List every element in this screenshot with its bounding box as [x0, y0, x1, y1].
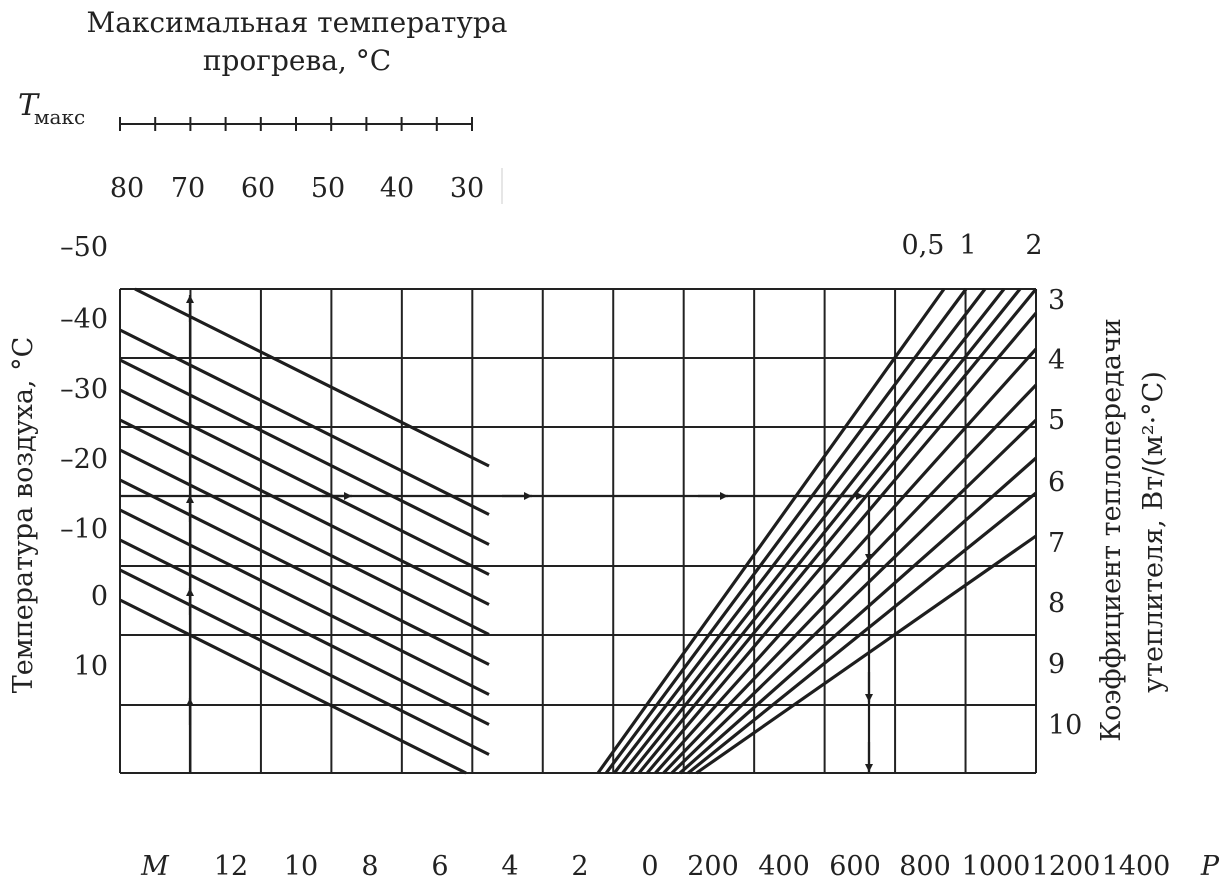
top-scale-labels: 80 70 60 50 40 30 — [110, 173, 484, 204]
right-family-line-6 — [645, 311, 1038, 775]
m-scale-label-6: 6 — [431, 851, 448, 882]
left-tick-label-0: –50 — [60, 232, 108, 263]
left-family-line-0 — [134, 287, 490, 468]
left-family-line-2 — [119, 358, 490, 546]
top-scale-label-80: 80 — [110, 173, 144, 204]
left-family-line-9 — [119, 568, 490, 756]
right-tick-label-10: 10 — [1048, 710, 1082, 741]
top-scale-label-30: 30 — [450, 173, 484, 204]
m-scale-label-2: 2 — [571, 851, 588, 882]
top-scale: Максимальная температура прогрева, °C T … — [18, 6, 507, 204]
m-scale-label-10: 10 — [284, 851, 318, 882]
right-family-line-0 — [596, 288, 946, 774]
left-tick-label-4: –10 — [60, 514, 108, 545]
right-tick-label-3: 3 — [1048, 285, 1065, 316]
top-scale-title-line1: Максимальная температура — [87, 6, 508, 39]
m-scale-symbol: M — [140, 851, 170, 882]
top-right-labels: 0,5 1 2 — [902, 230, 1043, 261]
right-tick-label-6: 6 — [1048, 467, 1065, 498]
left-family-line-5 — [119, 448, 490, 636]
right-family-line-5 — [637, 287, 1038, 775]
right-tick-label-7: 7 — [1048, 528, 1065, 559]
right-tick-label-9: 9 — [1048, 649, 1065, 680]
left-tick-label-3: –20 — [60, 444, 108, 475]
p-scale-symbol: P — [1200, 851, 1220, 882]
right-family-line-9 — [670, 418, 1038, 775]
tmax-subscript: макс — [34, 105, 85, 129]
left-axis-label: Температура воздуха, °C — [8, 337, 39, 693]
right-family-line-1 — [604, 288, 968, 774]
right-family-line-10 — [678, 456, 1038, 775]
left-line-family — [119, 287, 490, 775]
left-tick-label-5: 0 — [91, 581, 108, 612]
right-family-line-12 — [695, 534, 1037, 775]
right-tick-label-4: 4 — [1048, 345, 1065, 376]
p-scale-label-200: 200 — [687, 851, 739, 882]
m-scale-label-0: 0 — [641, 851, 658, 882]
top-scale-title-line2: прогрева, °C — [203, 44, 391, 77]
right-family-line-11 — [687, 491, 1038, 775]
left-family-line-1 — [119, 328, 490, 516]
tmax-symbol: T — [18, 88, 40, 123]
p-scale-label-1200: 1200 — [1032, 851, 1101, 882]
top-scale-ticks — [119, 117, 473, 131]
left-family-line-10 — [119, 598, 467, 775]
top-scale-label-60: 60 — [241, 173, 275, 204]
right-family-line-2 — [613, 288, 987, 774]
top-scale-label-40: 40 — [380, 173, 414, 204]
chart-grid — [119, 288, 1037, 774]
m-scale-labels: 12 10 8 6 4 2 0 — [214, 851, 659, 882]
left-tick-label-2: –30 — [60, 374, 108, 405]
left-family-line-6 — [119, 478, 490, 666]
m-scale-label-8: 8 — [361, 851, 378, 882]
right-tick-label-5: 5 — [1048, 405, 1065, 436]
left-family-line-7 — [119, 508, 490, 696]
p-scale-label-800: 800 — [899, 851, 951, 882]
p-scale-label-1000: 1000 — [962, 851, 1031, 882]
top-scale-label-50: 50 — [311, 173, 345, 204]
p-scale-label-1400: 1400 — [1102, 851, 1171, 882]
right-axis-label-line1: Коэффициент теплопередачи — [1096, 318, 1127, 742]
top-right-label-2: 2 — [1025, 230, 1042, 261]
left-tick-label-1: –40 — [60, 304, 108, 335]
right-axis-ticks: 3 4 5 6 7 8 9 10 — [1048, 285, 1082, 741]
right-family-line-3 — [621, 288, 1006, 774]
top-right-label-0: 0,5 — [902, 230, 945, 261]
right-line-family — [596, 287, 1038, 775]
m-scale-label-4: 4 — [501, 851, 518, 882]
p-scale-labels: 200 400 600 800 1000 1200 1400 — [687, 851, 1170, 882]
right-axis-label-line2: утеплителя, Вт/(м²·°C) — [1138, 371, 1169, 693]
left-family-line-8 — [119, 538, 490, 726]
right-family-line-7 — [654, 347, 1038, 775]
right-family-line-4 — [629, 287, 1022, 775]
top-right-label-1: 1 — [959, 230, 976, 261]
example-path — [120, 295, 873, 773]
left-axis-ticks: –50 –40 –30 –20 –10 0 10 — [60, 232, 108, 682]
m-scale-label-12: 12 — [214, 851, 248, 882]
p-scale-label-400: 400 — [758, 851, 810, 882]
right-family-line-8 — [662, 383, 1038, 775]
p-scale-label-600: 600 — [829, 851, 881, 882]
right-tick-label-8: 8 — [1048, 588, 1065, 619]
left-family-line-4 — [119, 418, 490, 606]
left-family-line-3 — [119, 388, 490, 576]
top-scale-label-70: 70 — [171, 173, 205, 204]
left-tick-label-6: 10 — [74, 651, 108, 682]
